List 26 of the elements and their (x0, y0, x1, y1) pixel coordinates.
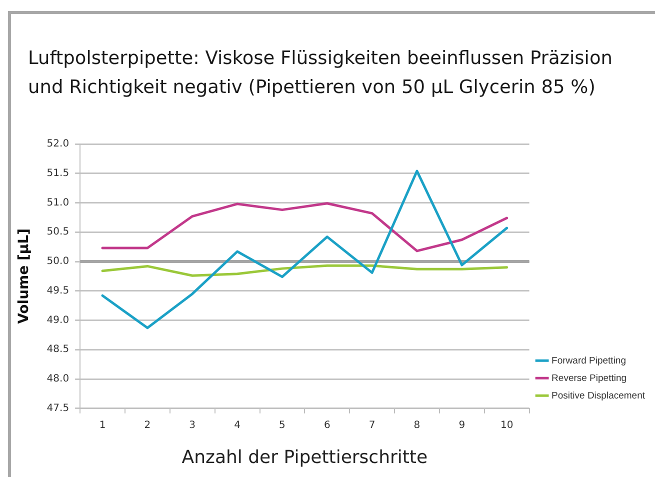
chart-title: Luftpolsterpipette: Viskose Flüssigkeiten beeinflussen Präzision und Richtigkeit negativ (Pipettieren von 50 µL Glycerin 85 %) (28, 47, 614, 100)
x-tick-label: 2 (144, 420, 151, 431)
x-tick-label: 3 (189, 420, 196, 431)
x-tick-label: 10 (500, 420, 514, 431)
y-tick-label: 49.5 (46, 285, 70, 296)
legend-label: Positive Displacement (552, 390, 646, 402)
x-tick-label: 6 (324, 420, 330, 431)
legend-label: Reverse Pipetting (552, 372, 627, 384)
y-axis-title: Volume [µL] (16, 228, 32, 324)
y-tick-label: 47.5 (46, 402, 70, 414)
y-tick-label: 51.5 (46, 168, 70, 179)
y-tick-label: 52.0 (46, 138, 70, 150)
legend-label: Forward Pipetting (552, 355, 626, 366)
y-tick-label: 51.0 (46, 197, 70, 208)
y-tick-label: 50.0 (46, 256, 70, 268)
y-tick-label: 50.5 (46, 226, 70, 238)
y-tick-label: 49.0 (46, 314, 70, 326)
x-axis-title: Anzahl der Pipettierschritte (182, 446, 428, 468)
x-tick-label: 5 (279, 420, 286, 431)
x-tick-label: 4 (234, 420, 240, 431)
y-tick-label: 48.0 (46, 374, 70, 385)
x-tick-label: 9 (458, 420, 466, 431)
y-tick-label: 48.5 (46, 344, 70, 356)
x-tick-label: 8 (414, 420, 420, 431)
x-tick-label: 7 (368, 420, 376, 431)
x-tick-label: 1 (99, 420, 106, 431)
